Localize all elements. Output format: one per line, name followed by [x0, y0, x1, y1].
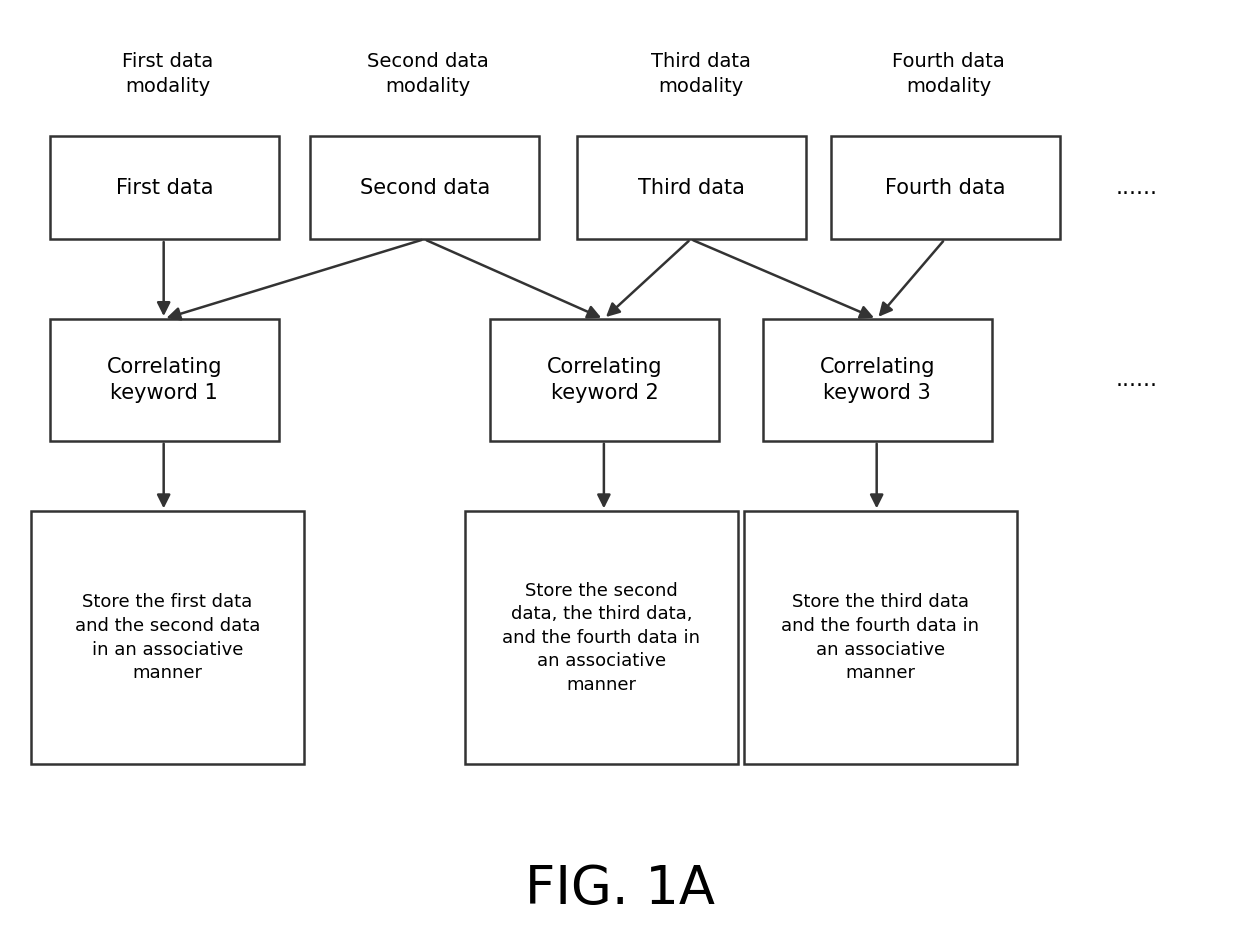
- Text: Store the first data
and the second data
in an associative
manner: Store the first data and the second data…: [74, 594, 260, 682]
- Text: Correlating
keyword 3: Correlating keyword 3: [820, 356, 935, 403]
- FancyBboxPatch shape: [490, 319, 719, 441]
- Text: Second data
modality: Second data modality: [367, 52, 489, 96]
- Text: Correlating
keyword 2: Correlating keyword 2: [547, 356, 662, 403]
- FancyBboxPatch shape: [465, 511, 738, 764]
- Text: Third data
modality: Third data modality: [651, 52, 750, 96]
- Text: First data
modality: First data modality: [122, 52, 213, 96]
- Text: Fourth data: Fourth data: [885, 177, 1006, 198]
- FancyBboxPatch shape: [31, 511, 304, 764]
- Text: ......: ......: [1116, 370, 1158, 390]
- Text: Correlating
keyword 1: Correlating keyword 1: [107, 356, 222, 403]
- Text: Store the third data
and the fourth data in
an associative
manner: Store the third data and the fourth data…: [781, 594, 980, 682]
- Text: Third data: Third data: [637, 177, 745, 198]
- Text: Store the second
data, the third data,
and the fourth data in
an associative
man: Store the second data, the third data, a…: [502, 582, 701, 694]
- FancyBboxPatch shape: [310, 136, 539, 239]
- FancyBboxPatch shape: [577, 136, 806, 239]
- Text: Second data: Second data: [360, 177, 490, 198]
- Text: Fourth data
modality: Fourth data modality: [893, 52, 1004, 96]
- FancyBboxPatch shape: [744, 511, 1017, 764]
- FancyBboxPatch shape: [763, 319, 992, 441]
- FancyBboxPatch shape: [831, 136, 1060, 239]
- Text: First data: First data: [115, 177, 213, 198]
- Text: ......: ......: [1116, 177, 1158, 198]
- Text: FIG. 1A: FIG. 1A: [525, 863, 715, 915]
- FancyBboxPatch shape: [50, 319, 279, 441]
- FancyBboxPatch shape: [50, 136, 279, 239]
